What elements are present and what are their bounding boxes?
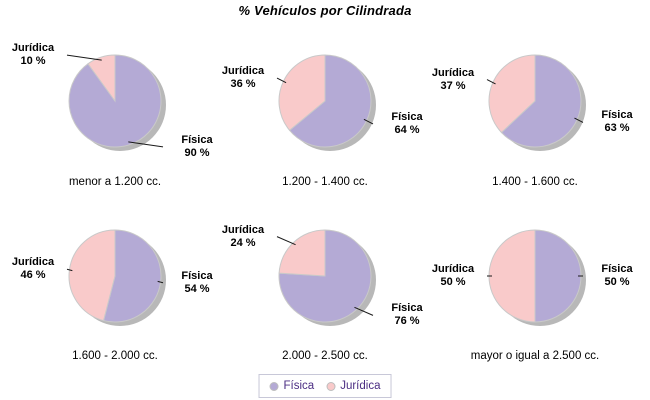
leader-line <box>486 79 496 85</box>
legend-swatch-juridica-icon <box>326 381 336 391</box>
leader-line <box>276 77 287 84</box>
pie-slice-juridica <box>488 229 536 323</box>
legend-swatch-fisica-icon <box>269 381 279 391</box>
legend-label-juridica: Jurídica <box>340 380 381 392</box>
legend-label-fisica: Física <box>283 380 315 392</box>
leader-line <box>276 236 296 246</box>
leader-line <box>157 280 164 284</box>
leader-line <box>128 141 164 148</box>
leader-line <box>574 117 584 123</box>
leader-line <box>66 54 102 61</box>
leader-line <box>363 118 374 125</box>
pie-slice-juridica <box>87 54 116 103</box>
leader-line <box>354 306 374 316</box>
legend: Física Jurídica <box>258 374 392 398</box>
legend-item-fisica: Física <box>269 379 315 393</box>
leader-line <box>66 268 73 272</box>
chart-title: % Vehículos por Cilindrada <box>238 3 412 18</box>
pie-slice-juridica <box>278 229 326 277</box>
legend-item-juridica: Jurídica <box>326 379 380 393</box>
